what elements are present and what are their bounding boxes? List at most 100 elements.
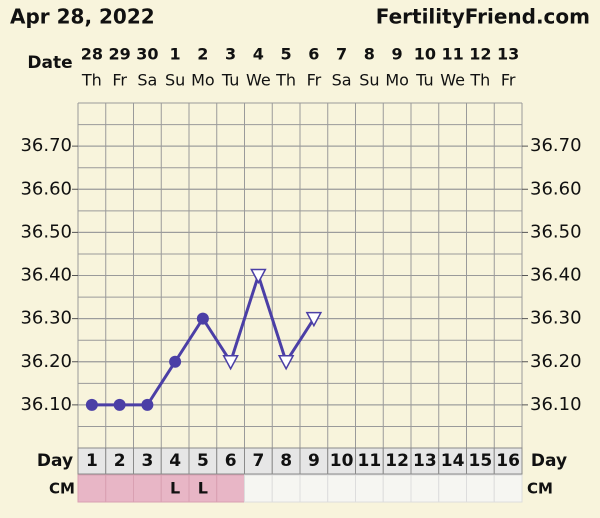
weekday: Mo bbox=[191, 71, 215, 90]
day-cell bbox=[493, 447, 523, 475]
day-cell bbox=[105, 447, 134, 475]
day-label: Day bbox=[37, 451, 73, 471]
temperature-point bbox=[141, 398, 154, 411]
weekday: Tu bbox=[221, 71, 239, 90]
temperature-point bbox=[222, 355, 239, 371]
cm-value: L bbox=[198, 479, 208, 498]
date: 6 bbox=[308, 45, 319, 64]
cm-cell bbox=[410, 474, 440, 503]
date: 30 bbox=[136, 45, 158, 64]
day-number: 4 bbox=[169, 451, 181, 471]
weekday: Th bbox=[275, 71, 296, 90]
day-number: 9 bbox=[308, 451, 320, 471]
cm-cell bbox=[105, 474, 134, 503]
day-cell bbox=[160, 447, 190, 475]
date: 2 bbox=[197, 45, 208, 64]
day-number: 3 bbox=[141, 451, 153, 471]
day-number: 2 bbox=[114, 451, 126, 471]
cm-cell bbox=[299, 474, 329, 503]
cm-cell bbox=[133, 474, 162, 503]
day-cell bbox=[271, 447, 301, 475]
date: 28 bbox=[81, 45, 103, 64]
y-tick-label-right: 36.40 bbox=[530, 265, 582, 286]
day-label-right: Day bbox=[531, 451, 567, 471]
cm-cell bbox=[355, 474, 384, 503]
day-number: 6 bbox=[225, 451, 237, 471]
weekday: Sa bbox=[332, 71, 352, 90]
day-number: 11 bbox=[358, 451, 382, 471]
cm-cell bbox=[271, 474, 301, 503]
y-tick-label-right: 36.50 bbox=[530, 221, 582, 242]
weekday: Fr bbox=[112, 71, 127, 90]
cm-cell bbox=[382, 474, 412, 503]
date: 12 bbox=[469, 45, 491, 64]
cm-cell bbox=[466, 474, 495, 503]
y-tick-label: 36.50 bbox=[20, 221, 72, 242]
y-tick-label: 36.10 bbox=[20, 394, 72, 415]
cm-label-right: CM bbox=[527, 480, 553, 498]
day-number: 10 bbox=[330, 451, 354, 471]
cm-value: L bbox=[170, 479, 180, 498]
day-number: 13 bbox=[413, 451, 437, 471]
temperature-point bbox=[113, 398, 126, 411]
weekday: We bbox=[440, 71, 465, 90]
day-number: 7 bbox=[252, 451, 264, 471]
date: 11 bbox=[441, 45, 463, 64]
cm-cell bbox=[188, 474, 218, 503]
day-number: 8 bbox=[280, 451, 292, 471]
date: 10 bbox=[414, 45, 436, 64]
day-number: 5 bbox=[197, 451, 209, 471]
temperature-point bbox=[85, 398, 98, 411]
date: 3 bbox=[225, 45, 236, 64]
date: 4 bbox=[253, 45, 264, 64]
y-tick-label-right: 36.10 bbox=[530, 394, 582, 415]
weekday: Su bbox=[359, 71, 379, 90]
date: 5 bbox=[281, 45, 292, 64]
weekday: Mo bbox=[385, 71, 409, 90]
weekday: Th bbox=[469, 71, 490, 90]
date: 13 bbox=[497, 45, 519, 64]
date-label: Date bbox=[27, 53, 72, 73]
day-cell bbox=[355, 447, 384, 475]
weekday: Sa bbox=[137, 71, 157, 90]
cm-cell bbox=[327, 474, 356, 503]
y-tick-label: 36.40 bbox=[20, 265, 72, 286]
y-tick-label: 36.60 bbox=[20, 178, 72, 199]
day-cell bbox=[133, 447, 162, 475]
weekday: Th bbox=[81, 71, 102, 90]
y-tick-label: 36.70 bbox=[20, 135, 72, 156]
weekday: Fr bbox=[307, 71, 322, 90]
cm-label: CM bbox=[49, 480, 75, 498]
day-number: 12 bbox=[385, 451, 409, 471]
temperature-point bbox=[277, 355, 295, 371]
cm-cell bbox=[216, 474, 245, 503]
day-number: 15 bbox=[469, 451, 493, 471]
site-name: FertilityFriend.com bbox=[376, 5, 590, 29]
weekday: Tu bbox=[415, 71, 433, 90]
weekday: We bbox=[246, 71, 271, 90]
cm-cell bbox=[244, 474, 273, 503]
day-number: 16 bbox=[496, 451, 520, 471]
y-tick-label: 36.20 bbox=[20, 351, 72, 372]
day-cell bbox=[327, 447, 356, 475]
day-number: 14 bbox=[441, 451, 465, 471]
cm-cell bbox=[438, 474, 467, 503]
y-tick-label-right: 36.30 bbox=[530, 308, 582, 329]
day-cell bbox=[77, 447, 107, 475]
date: 1 bbox=[170, 45, 181, 64]
cm-cell bbox=[77, 474, 107, 503]
temperature-point bbox=[196, 312, 209, 325]
day-cell bbox=[299, 447, 329, 475]
temperature-point bbox=[169, 355, 182, 368]
weekday: Fr bbox=[501, 71, 516, 90]
date: 9 bbox=[392, 45, 403, 64]
date: 29 bbox=[108, 45, 130, 64]
temperature-point bbox=[250, 268, 267, 285]
date: 7 bbox=[336, 45, 347, 64]
chart-title: Apr 28, 2022 bbox=[10, 5, 155, 29]
temperature-point bbox=[305, 311, 323, 328]
day-number: 1 bbox=[86, 451, 98, 471]
date: 8 bbox=[364, 45, 375, 64]
y-tick-label-right: 36.70 bbox=[530, 135, 582, 156]
